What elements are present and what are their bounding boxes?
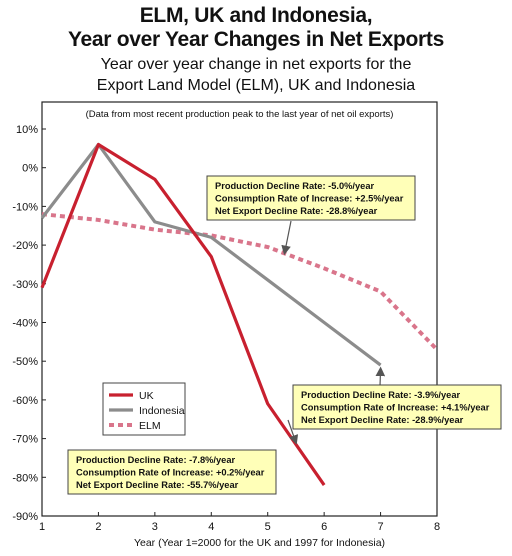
series-line-elm: [41, 212, 439, 351]
x-tick-label: 6: [321, 521, 327, 533]
x-axis-label: Year (Year 1=2000 for the UK and 1997 fo…: [134, 537, 385, 549]
x-tick-label: 3: [152, 521, 158, 533]
annotation-text: Consumption Rate of Increase: +4.1%/year: [301, 403, 490, 413]
annotation-text: Consumption Rate of Increase: +2.5%/year: [215, 194, 404, 204]
legend-label-indonesia: Indonesia: [139, 405, 185, 417]
y-tick-label: 10%: [16, 124, 38, 136]
y-tick-label: 0%: [22, 163, 38, 175]
legend-box: [102, 382, 186, 436]
series-line-uk: [40, 142, 326, 486]
chart-subtitle-line-2: Export Land Model (ELM), UK and Indonesi…: [96, 77, 416, 94]
chart-title-line-1: ELM, UK and Indonesia,: [139, 4, 373, 27]
legend-label-elm: ELM: [139, 420, 161, 432]
chart-note: (Data from most recent production peak t…: [86, 109, 394, 120]
x-tick-label: 4: [208, 521, 214, 533]
y-tick-label: -20%: [12, 240, 38, 252]
chart-title-line-2: Year over Year Changes in Net Exports: [67, 28, 445, 51]
annotation-arrow: [375, 366, 386, 387]
x-tick-label: 8: [434, 521, 440, 533]
x-tick-label: 5: [265, 521, 271, 533]
y-tick-label: -50%: [12, 356, 38, 368]
annotation-text: Production Decline Rate: -5.0%/year: [215, 181, 375, 191]
annotation-box: [67, 449, 277, 495]
annotation-arrow: [281, 220, 292, 256]
x-tick-label: 2: [95, 521, 101, 533]
y-tick-label: -10%: [12, 201, 38, 213]
annotation-arrow: [287, 419, 299, 445]
annotation-text: Consumption Rate of Increase: +0.2%/year: [76, 468, 265, 478]
x-tick-label: 7: [378, 521, 384, 533]
legend-label-uk: UK: [139, 390, 154, 402]
y-tick-label: -70%: [12, 434, 38, 446]
annotation-text: Net Export Decline Rate: -55.7%/year: [76, 480, 239, 490]
y-tick-label: -60%: [12, 395, 38, 407]
y-tick-label: -80%: [12, 472, 38, 484]
plot-frame: [41, 101, 438, 517]
annotation-box: [292, 384, 502, 430]
x-tick-label: 1: [39, 521, 45, 533]
y-tick-label: -30%: [12, 279, 38, 291]
y-tick-label: -90%: [12, 511, 38, 523]
annotation-text: Net Export Decline Rate: -28.8%/year: [215, 206, 378, 216]
annotation-text: Production Decline Rate: -3.9%/year: [301, 390, 461, 400]
annotation-text: Net Export Decline Rate: -28.9%/year: [301, 415, 464, 425]
y-tick-label: -40%: [12, 318, 38, 330]
chart-subtitle-line-1: Year over year change in net exports for…: [100, 56, 412, 73]
annotation-text: Production Decline Rate: -7.8%/year: [76, 455, 236, 465]
annotation-box: [206, 175, 416, 221]
